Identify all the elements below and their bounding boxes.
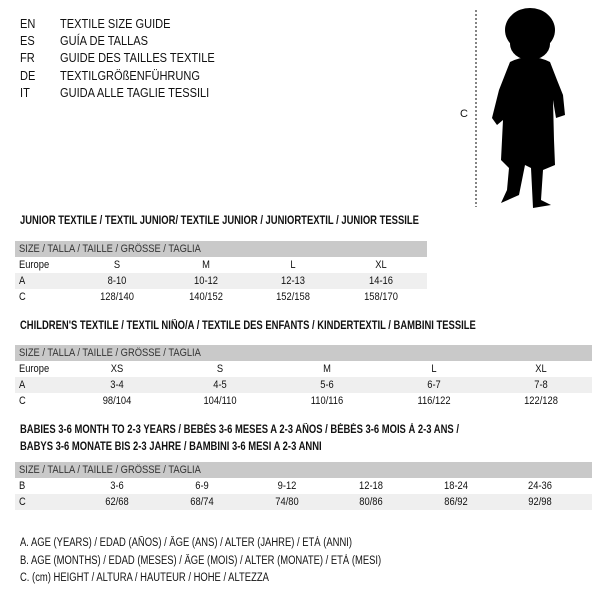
- table-header: SIZE / TALLA / TAILLE / GRÖSSE / TAGLIA: [19, 243, 201, 255]
- table-cell: L: [290, 259, 296, 271]
- size-table: SIZE / TALLA / TAILLE / GRÖSSE / TAGLIA B…: [15, 462, 592, 510]
- table-cell: 10-12: [194, 275, 218, 287]
- table-header-row: SIZE / TALLA / TAILLE / GRÖSSE / TAGLIA: [15, 345, 592, 361]
- table-cell: 24-36: [528, 480, 552, 492]
- table-cell: 3-6: [110, 480, 124, 492]
- section-title: BABIES 3-6 MONTH TO 2-3 YEARS / BEBÉS 3-…: [20, 424, 459, 436]
- table-cell: 86/92: [444, 496, 468, 508]
- legend-item: C. (cm) HEIGHT / ALTURA / HAUTEUR / HÖHE…: [20, 572, 269, 584]
- row-label: Europe: [19, 259, 50, 271]
- table-cell: 14-16: [369, 275, 393, 287]
- legend-item: B. AGE (MONTHS) / EDAD (MESES) / ÂGE (MO…: [20, 554, 382, 567]
- table-cell: 116/122: [417, 395, 451, 407]
- table-row: B 3-6 6-9 9-12 12-18 18-24 24-36: [15, 478, 592, 494]
- language-code: EN: [20, 16, 36, 31]
- table-cell: 92/98: [528, 496, 552, 508]
- table-cell: XS: [110, 363, 124, 375]
- language-code: DE: [20, 67, 36, 83]
- language-title: GUÍA DE TALLAS: [60, 33, 149, 49]
- table-cell: 158/170: [364, 291, 398, 303]
- table-cell: S: [216, 363, 224, 375]
- table-row: A 8-10 10-12 12-13 14-16: [15, 273, 427, 289]
- size-table: SIZE / TALLA / TAILLE / GRÖSSE / TAGLIA E…: [15, 241, 427, 305]
- language-code: FR: [20, 50, 35, 66]
- language-title: TEXTILGRÖßENFÜHRUNG: [60, 67, 200, 83]
- table-row: C 98/104 104/110 110/116 116/122 122/128: [15, 393, 592, 409]
- table-header: SIZE / TALLA / TAILLE / GRÖSSE / TAGLIA: [19, 464, 201, 476]
- table-header-row: SIZE / TALLA / TAILLE / GRÖSSE / TAGLIA: [15, 462, 592, 478]
- table-cell: 152/158: [276, 291, 310, 303]
- table-cell: 4-5: [213, 379, 227, 391]
- table-header: SIZE / TALLA / TAILLE / GRÖSSE / TAGLIA: [19, 347, 201, 359]
- language-title: GUIDA ALLE TAGLIE TESSILI: [60, 84, 210, 100]
- table-cell: 12-18: [359, 480, 383, 492]
- table-cell: XL: [375, 259, 387, 271]
- row-label: C: [19, 291, 26, 303]
- table-cell: 12-13: [281, 275, 305, 287]
- table-cell: 68/74: [190, 496, 214, 508]
- table-cell: 8-10: [107, 275, 127, 287]
- table-cell: M: [323, 363, 331, 375]
- table-cell: 6-7: [427, 379, 441, 391]
- table-cell: 3-4: [110, 379, 124, 391]
- row-label: Europe: [19, 363, 50, 375]
- legend-item: A. AGE (YEARS) / EDAD (AÑOS) / ÂGE (ANS)…: [20, 537, 353, 549]
- row-label: B: [19, 480, 26, 492]
- language-code: IT: [20, 84, 30, 100]
- table-header-row: SIZE / TALLA / TAILLE / GRÖSSE / TAGLIA: [15, 241, 427, 257]
- table-cell: M: [202, 259, 210, 271]
- section-title: JUNIOR TEXTILE / TEXTIL JUNIOR/ TEXTILE …: [20, 215, 419, 227]
- table-row: Europe S M L XL: [15, 257, 427, 273]
- section-title: CHILDREN'S TEXTILE / TEXTIL NIÑO/A / TEX…: [20, 320, 476, 332]
- table-cell: 140/152: [189, 291, 223, 303]
- table-row: C 62/68 68/74 74/80 80/86 86/92 92/98: [15, 494, 592, 510]
- size-table: SIZE / TALLA / TAILLE / GRÖSSE / TAGLIA E…: [15, 345, 592, 409]
- table-cell: 7-8: [534, 379, 548, 391]
- table-cell: 6-9: [195, 480, 209, 492]
- table-cell: 18-24: [444, 480, 468, 492]
- table-cell: 128/140: [100, 291, 134, 303]
- figure-label: C: [460, 108, 468, 120]
- table-row: Europe XS S M L XL: [15, 361, 592, 377]
- table-cell: L: [431, 363, 437, 375]
- row-label: C: [19, 496, 26, 508]
- table-cell: 5-6: [320, 379, 334, 391]
- row-label: A: [19, 379, 26, 391]
- table-cell: 110/116: [310, 395, 344, 407]
- table-cell: 74/80: [275, 496, 299, 508]
- table-cell: XL: [535, 363, 547, 375]
- table-cell: 98/104: [102, 395, 132, 407]
- row-label: C: [19, 395, 26, 407]
- table-row: C 128/140 140/152 152/158 158/170: [15, 289, 427, 305]
- table-cell: 62/68: [105, 496, 129, 508]
- table-row: A 3-4 4-5 5-6 6-7 7-8: [15, 377, 592, 393]
- table-cell: 104/110: [203, 395, 237, 407]
- table-cell: 80/86: [359, 496, 383, 508]
- table-cell: S: [113, 259, 121, 271]
- language-title: GUIDE DES TAILLES TEXTILE: [60, 50, 215, 66]
- section-title: BABYS 3-6 MONATE BIS 2-3 JAHRE / BAMBINI…: [20, 441, 322, 453]
- row-label: A: [19, 275, 26, 287]
- table-cell: 9-12: [277, 480, 297, 492]
- table-cell: 122/128: [524, 395, 558, 407]
- child-silhouette-icon: [475, 8, 565, 208]
- language-code: ES: [20, 33, 35, 49]
- language-title: TEXTILE SIZE GUIDE: [60, 16, 171, 31]
